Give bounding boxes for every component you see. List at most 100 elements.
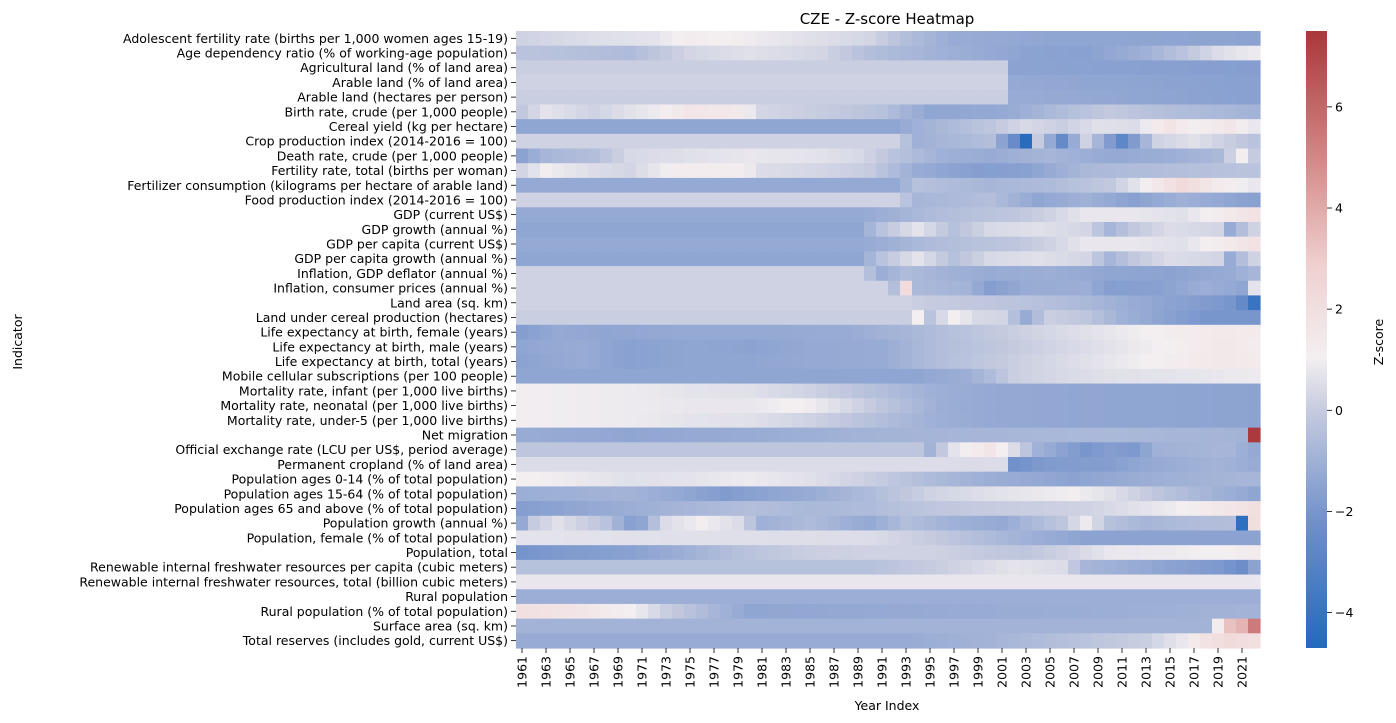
heatmap-cell	[1080, 339, 1093, 355]
heatmap-cell	[516, 119, 529, 135]
heatmap-cell	[720, 221, 733, 238]
heatmap-cell	[1116, 280, 1129, 297]
heatmap-cell	[660, 442, 673, 458]
heatmap-cell	[516, 89, 529, 106]
heatmap-cell	[1080, 177, 1093, 194]
heatmap-cell	[792, 501, 805, 517]
heatmap-cell	[1080, 368, 1093, 385]
heatmap-cell	[960, 545, 973, 561]
heatmap-cell	[1140, 442, 1153, 458]
heatmap-cell	[1116, 324, 1129, 341]
heatmap-cell	[1056, 398, 1069, 414]
heatmap-cell	[516, 31, 529, 47]
heatmap-cell	[624, 310, 637, 326]
heatmap-cell	[1020, 31, 1033, 47]
indicator-label: Death rate, crude (per 1,000 people)	[277, 148, 508, 163]
heatmap-cell	[1020, 119, 1033, 135]
heatmap-cell	[600, 148, 613, 164]
heatmap-cell	[624, 207, 637, 223]
heatmap-cell	[1224, 163, 1237, 179]
heatmap-cell	[828, 398, 841, 414]
heatmap-cell	[948, 515, 961, 532]
heatmap-cell	[756, 133, 769, 150]
heatmap-cell	[684, 104, 697, 120]
heatmap-cell	[1116, 75, 1129, 91]
heatmap-cell	[720, 119, 733, 135]
heatmap-cell	[624, 251, 637, 267]
heatmap-cell	[900, 486, 913, 502]
heatmap-cell	[804, 45, 817, 61]
heatmap-cell	[600, 266, 613, 282]
heatmap-cell	[744, 368, 757, 385]
heatmap-cell	[1008, 119, 1021, 135]
heatmap-cell	[732, 574, 745, 590]
heatmap-cell	[588, 633, 601, 649]
heatmap-cell	[996, 501, 1009, 517]
heatmap-cell	[840, 530, 853, 546]
heatmap-cell	[780, 148, 793, 164]
heatmap-cell	[852, 177, 865, 194]
heatmap-cell	[1152, 501, 1165, 517]
heatmap-cell	[612, 177, 625, 194]
heatmap-cell	[1020, 280, 1033, 297]
heatmap-cell	[1164, 280, 1177, 297]
heatmap-cell	[924, 589, 937, 605]
heatmap-cell	[1092, 75, 1105, 91]
heatmap-cell	[696, 104, 709, 120]
heatmap-cell	[984, 545, 997, 561]
heatmap-cell	[1176, 618, 1189, 634]
heatmap-cell	[828, 486, 841, 502]
heatmap-cell	[1152, 339, 1165, 355]
heatmap-cell	[600, 574, 613, 590]
heatmap-cell	[936, 545, 949, 561]
heatmap-cell	[1056, 177, 1069, 194]
heatmap-cell	[1212, 280, 1225, 297]
heatmap-cell	[864, 236, 877, 252]
heatmap-cell	[1176, 119, 1189, 135]
heatmap-cell	[1236, 574, 1249, 590]
heatmap-cell	[708, 530, 721, 546]
heatmap-cell	[1116, 515, 1129, 532]
heatmap-cell	[972, 545, 985, 561]
heatmap-cell	[1116, 545, 1129, 561]
heatmap-cell	[696, 280, 709, 297]
heatmap-cell	[684, 31, 697, 47]
heatmap-cell	[876, 295, 889, 311]
heatmap-cell	[732, 398, 745, 414]
heatmap-cell	[1224, 339, 1237, 355]
heatmap-cell	[852, 633, 865, 649]
heatmap-cell	[588, 295, 601, 311]
heatmap-cell	[864, 31, 877, 47]
heatmap-cell	[1032, 295, 1045, 311]
heatmap-cell	[696, 633, 709, 649]
heatmap-cell	[1032, 501, 1045, 517]
heatmap-cell	[984, 471, 997, 487]
heatmap-cell	[1044, 442, 1057, 458]
heatmap-cell	[1032, 427, 1045, 443]
heatmap-cell	[516, 339, 529, 355]
heatmap-cell	[828, 339, 841, 355]
heatmap-cell	[888, 633, 901, 649]
heatmap-cell	[1152, 471, 1165, 487]
heatmap-cell	[732, 368, 745, 385]
heatmap-cell	[756, 383, 769, 399]
heatmap-cell	[564, 486, 577, 502]
heatmap-cell	[1236, 251, 1249, 267]
heatmap-cell	[1008, 515, 1021, 532]
heatmap-cell	[1140, 221, 1153, 238]
heatmap-cell	[852, 574, 865, 590]
heatmap-cell	[696, 45, 709, 61]
heatmap-cell	[1200, 486, 1213, 502]
heatmap-cell	[552, 486, 565, 502]
heatmap-cell	[1128, 368, 1141, 385]
heatmap-cell	[1236, 530, 1249, 546]
heatmap-cell	[1068, 383, 1081, 399]
heatmap-cell	[864, 177, 877, 194]
heatmap-cell	[1068, 266, 1081, 282]
heatmap-cell	[1224, 236, 1237, 252]
heatmap-cell	[792, 207, 805, 223]
heatmap-cell	[1236, 354, 1249, 370]
indicator-label: Arable land (% of land area)	[332, 75, 508, 90]
heatmap-cell	[768, 412, 781, 429]
heatmap-cell	[564, 633, 577, 649]
